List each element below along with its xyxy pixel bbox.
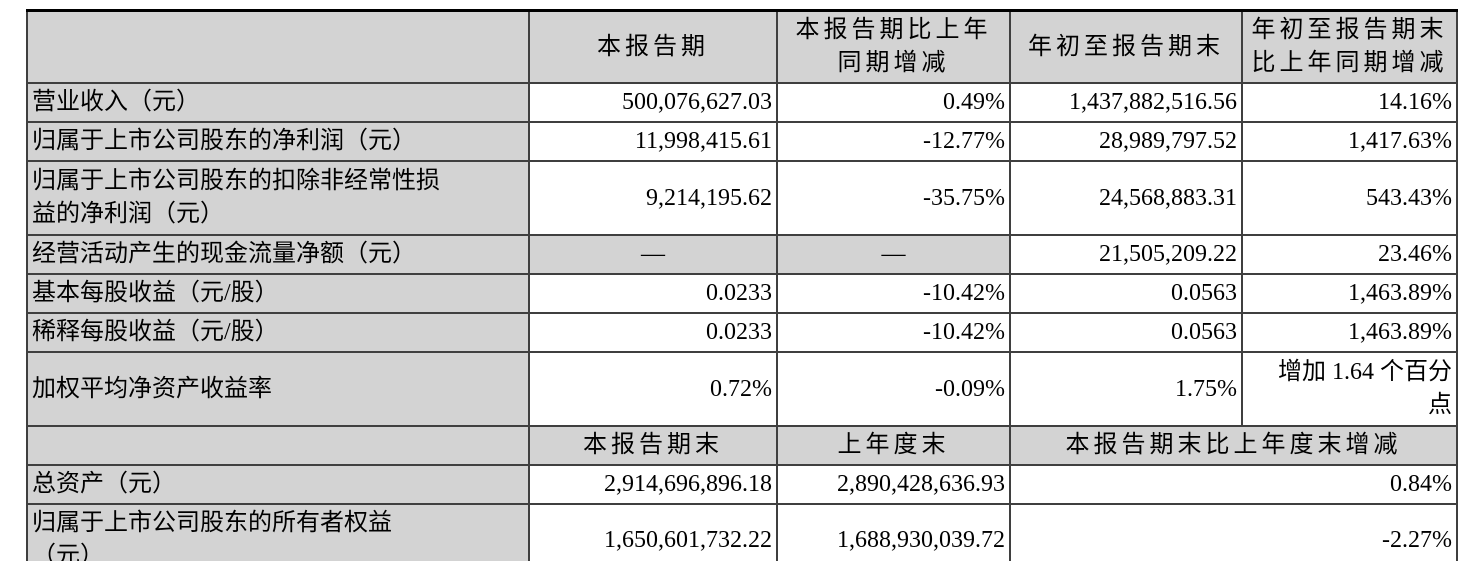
row-label-cell: 归属于上市公司股东的净利润（元） bbox=[26, 121, 530, 162]
value-cell: -10.42% bbox=[776, 273, 1011, 314]
value-cell: 1,437,882,516.56 bbox=[1009, 82, 1243, 123]
value-cell: 23.46% bbox=[1241, 234, 1458, 275]
column-header-change-vs-prior-year-end: 本报告期末比上年度末增减 bbox=[1009, 425, 1458, 466]
row-label-cell: 营业收入（元） bbox=[26, 82, 530, 123]
value-cell: 1.75% bbox=[1009, 351, 1243, 427]
not-applicable-cell: — bbox=[776, 234, 1011, 275]
column-header-ytd-yoy: 年初至报告期末 比上年同期增减 bbox=[1241, 9, 1458, 84]
value-cell: 11,998,415.61 bbox=[528, 121, 778, 162]
row-label-cell: 基本每股收益（元/股） bbox=[26, 273, 530, 314]
corner-header-cell bbox=[26, 425, 530, 466]
value-cell: 1,463.89% bbox=[1241, 312, 1458, 353]
column-header-ytd: 年初至报告期末 bbox=[1009, 9, 1243, 84]
value-cell: 0.0563 bbox=[1009, 312, 1243, 353]
value-cell: -2.27% bbox=[1009, 503, 1458, 561]
corner-header-cell bbox=[26, 9, 530, 84]
row-label-cell: 经营活动产生的现金流量净额（元） bbox=[26, 234, 530, 275]
value-cell: 543.43% bbox=[1241, 160, 1458, 236]
value-cell: 2,914,696,896.18 bbox=[528, 464, 778, 505]
value-cell: 0.49% bbox=[776, 82, 1011, 123]
value-cell: 0.72% bbox=[528, 351, 778, 427]
value-cell: 28,989,797.52 bbox=[1009, 121, 1243, 162]
value-cell: 1,463.89% bbox=[1241, 273, 1458, 314]
table-row: 归属于上市公司股东的扣除非经常性损 益的净利润（元） 9,214,195.62 … bbox=[26, 160, 1458, 236]
value-cell: -10.42% bbox=[776, 312, 1011, 353]
table-header-row: 本报告期末 上年度末 本报告期末比上年度末增减 bbox=[26, 425, 1458, 466]
value-cell: 9,214,195.62 bbox=[528, 160, 778, 236]
row-label-cell: 归属于上市公司股东的所有者权益 （元） bbox=[26, 503, 530, 561]
table-row: 稀释每股收益（元/股） 0.0233 -10.42% 0.0563 1,463.… bbox=[26, 312, 1458, 353]
value-cell: 增加 1.64 个百分 点 bbox=[1241, 351, 1458, 427]
value-cell: 0.0563 bbox=[1009, 273, 1243, 314]
not-applicable-cell: — bbox=[528, 234, 778, 275]
table-row: 归属于上市公司股东的净利润（元） 11,998,415.61 -12.77% 2… bbox=[26, 121, 1458, 162]
value-cell: 24,568,883.31 bbox=[1009, 160, 1243, 236]
value-cell: 0.0233 bbox=[528, 312, 778, 353]
value-cell: 500,076,627.03 bbox=[528, 82, 778, 123]
value-cell: -35.75% bbox=[776, 160, 1011, 236]
table-row: 加权平均净资产收益率 0.72% -0.09% 1.75% 增加 1.64 个百… bbox=[26, 351, 1458, 427]
table-row: 经营活动产生的现金流量净额（元） — — 21,505,209.22 23.46… bbox=[26, 234, 1458, 275]
financial-summary-table: 本报告期 本报告期比上年 同期增减 年初至报告期末 年初至报告期末 比上年同期增… bbox=[26, 9, 1458, 561]
value-cell: 1,417.63% bbox=[1241, 121, 1458, 162]
value-cell: 1,650,601,732.22 bbox=[528, 503, 778, 561]
table-header-row: 本报告期 本报告期比上年 同期增减 年初至报告期末 年初至报告期末 比上年同期增… bbox=[26, 9, 1458, 84]
value-cell: 14.16% bbox=[1241, 82, 1458, 123]
row-label-cell: 稀释每股收益（元/股） bbox=[26, 312, 530, 353]
table-row: 营业收入（元） 500,076,627.03 0.49% 1,437,882,5… bbox=[26, 82, 1458, 123]
column-header-current-period-yoy: 本报告期比上年 同期增减 bbox=[776, 9, 1011, 84]
value-cell: -12.77% bbox=[776, 121, 1011, 162]
table-row: 基本每股收益（元/股） 0.0233 -10.42% 0.0563 1,463.… bbox=[26, 273, 1458, 314]
row-label-cell: 总资产（元） bbox=[26, 464, 530, 505]
value-cell: 0.0233 bbox=[528, 273, 778, 314]
value-cell: -0.09% bbox=[776, 351, 1011, 427]
value-cell: 1,688,930,039.72 bbox=[776, 503, 1011, 561]
value-cell: 0.84% bbox=[1009, 464, 1458, 505]
value-cell: 21,505,209.22 bbox=[1009, 234, 1243, 275]
table-row: 总资产（元） 2,914,696,896.18 2,890,428,636.93… bbox=[26, 464, 1458, 505]
value-cell: 2,890,428,636.93 bbox=[776, 464, 1011, 505]
row-label-cell: 加权平均净资产收益率 bbox=[26, 351, 530, 427]
column-header-end-of-prior-year: 上年度末 bbox=[776, 425, 1011, 466]
column-header-current-period: 本报告期 bbox=[528, 9, 778, 84]
row-label-cell: 归属于上市公司股东的扣除非经常性损 益的净利润（元） bbox=[26, 160, 530, 236]
column-header-end-of-period: 本报告期末 bbox=[528, 425, 778, 466]
table-row: 归属于上市公司股东的所有者权益 （元） 1,650,601,732.22 1,6… bbox=[26, 503, 1458, 561]
